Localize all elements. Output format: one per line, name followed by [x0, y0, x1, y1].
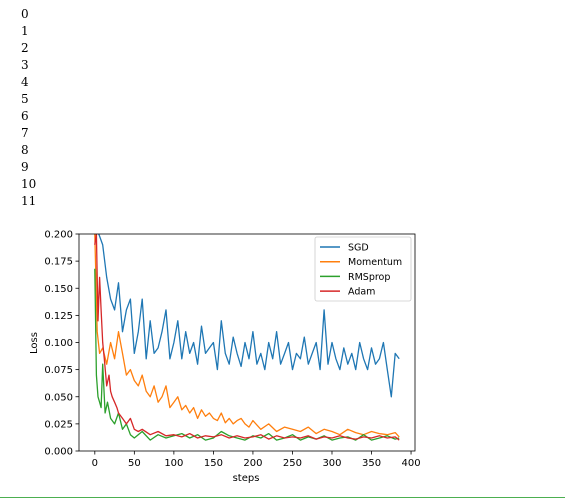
x-tick-label: 300 [322, 458, 341, 469]
series-line-sgd [98, 234, 400, 398]
log-line: 0 [21, 7, 29, 21]
log-line: 5 [21, 92, 29, 106]
series-line-rmsprop [94, 268, 400, 441]
legend-label-rmsprop: RMSprop [348, 272, 390, 283]
x-tick-label: 150 [204, 458, 223, 469]
log-line: 7 [21, 126, 29, 140]
y-axis-ticks: 0.000 0.025 0.050 0.075 0.100 0.125 0.150 0.175… [44, 230, 79, 458]
log-line: 2 [21, 41, 29, 55]
log-line: 3 [21, 58, 29, 72]
x-axis-ticks: 0 50 100 150 200 250 300 350 400 [92, 451, 421, 469]
legend-label-adam: Adam [348, 287, 375, 298]
log-line: 11 [21, 194, 37, 208]
x-axis-label: steps [233, 473, 260, 484]
output-log: 0 1 2 3 4 5 6 7 8 9 10 11 [21, 6, 36, 210]
series-line-momentum [94, 234, 400, 438]
y-tick-label: 0.100 [44, 338, 73, 349]
log-line: 8 [21, 143, 29, 157]
x-tick-label: 400 [402, 458, 421, 469]
series-line-adam [94, 234, 400, 441]
log-line: 1 [21, 24, 29, 38]
legend-label-momentum: Momentum [348, 257, 402, 268]
log-line: 4 [21, 75, 29, 89]
x-tick-label: 200 [243, 458, 262, 469]
x-tick-label: 250 [283, 458, 302, 469]
y-tick-label: 0.175 [44, 257, 73, 268]
legend-box [314, 236, 412, 302]
y-tick-label: 0.075 [44, 365, 73, 376]
x-tick-label: 100 [164, 458, 183, 469]
y-tick-label: 0.050 [44, 392, 73, 403]
y-tick-label: 0.125 [44, 311, 73, 322]
x-tick-label: 350 [362, 458, 381, 469]
y-tick-label: 0.200 [44, 230, 73, 241]
series-layer [94, 234, 400, 441]
y-tick-label: 0.000 [44, 447, 73, 458]
y-tick-label: 0.150 [44, 284, 73, 295]
cell-divider [0, 497, 565, 498]
x-tick-label: 0 [92, 458, 98, 469]
legend-label-sgd: SGD [348, 243, 369, 254]
y-axis-label: Loss [29, 332, 40, 354]
x-tick-label: 50 [128, 458, 141, 469]
log-line: 9 [21, 160, 29, 174]
y-tick-label: 0.025 [44, 419, 73, 430]
log-line: 6 [21, 109, 29, 123]
legend: SGD Momentum RMSprop Adam [314, 236, 412, 302]
log-line: 10 [21, 177, 37, 191]
